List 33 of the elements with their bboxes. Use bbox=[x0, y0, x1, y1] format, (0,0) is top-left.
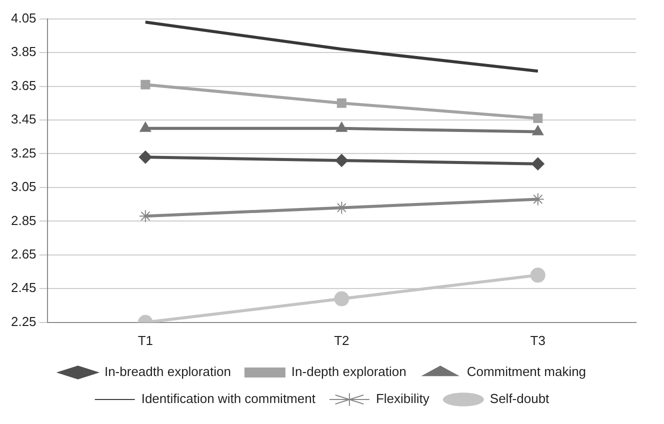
legend-label: In-depth exploration bbox=[291, 364, 406, 380]
y-tick-label: 2.45 bbox=[10, 280, 36, 296]
point bbox=[140, 80, 150, 90]
point bbox=[531, 157, 544, 170]
point bbox=[336, 98, 346, 108]
legend-label: Identification with commitment bbox=[141, 391, 316, 406]
legend-label: In-breadth exploration bbox=[104, 364, 231, 380]
legend-label: Commitment making bbox=[466, 364, 586, 380]
legend-label: Self-doubt bbox=[490, 391, 550, 406]
point bbox=[138, 210, 152, 223]
x-tick-label: T1 bbox=[138, 332, 154, 348]
point bbox=[533, 114, 543, 124]
x-tick-label: T3 bbox=[530, 332, 546, 348]
point bbox=[335, 201, 348, 214]
point bbox=[531, 192, 544, 206]
point bbox=[335, 154, 348, 167]
y-tick-label: 3.25 bbox=[10, 145, 36, 160]
point bbox=[336, 122, 348, 132]
y-tick-label: 3.45 bbox=[10, 112, 36, 127]
y-tick-label: 3.85 bbox=[10, 44, 36, 60]
point bbox=[532, 125, 544, 136]
point bbox=[334, 291, 350, 306]
y-tick-label: 2.25 bbox=[10, 314, 36, 329]
y-tick-label: 3.05 bbox=[10, 179, 36, 194]
point bbox=[140, 122, 152, 132]
x-tick-label: T2 bbox=[334, 332, 350, 348]
point bbox=[138, 150, 152, 164]
legend-label: Flexibility bbox=[376, 391, 430, 406]
point bbox=[530, 268, 546, 283]
y-tick-label: 3.65 bbox=[10, 78, 36, 93]
y-tick-label: 2.65 bbox=[10, 246, 36, 262]
y-tick-label: 2.85 bbox=[10, 212, 36, 228]
y-tick-label: 4.05 bbox=[10, 10, 36, 26]
